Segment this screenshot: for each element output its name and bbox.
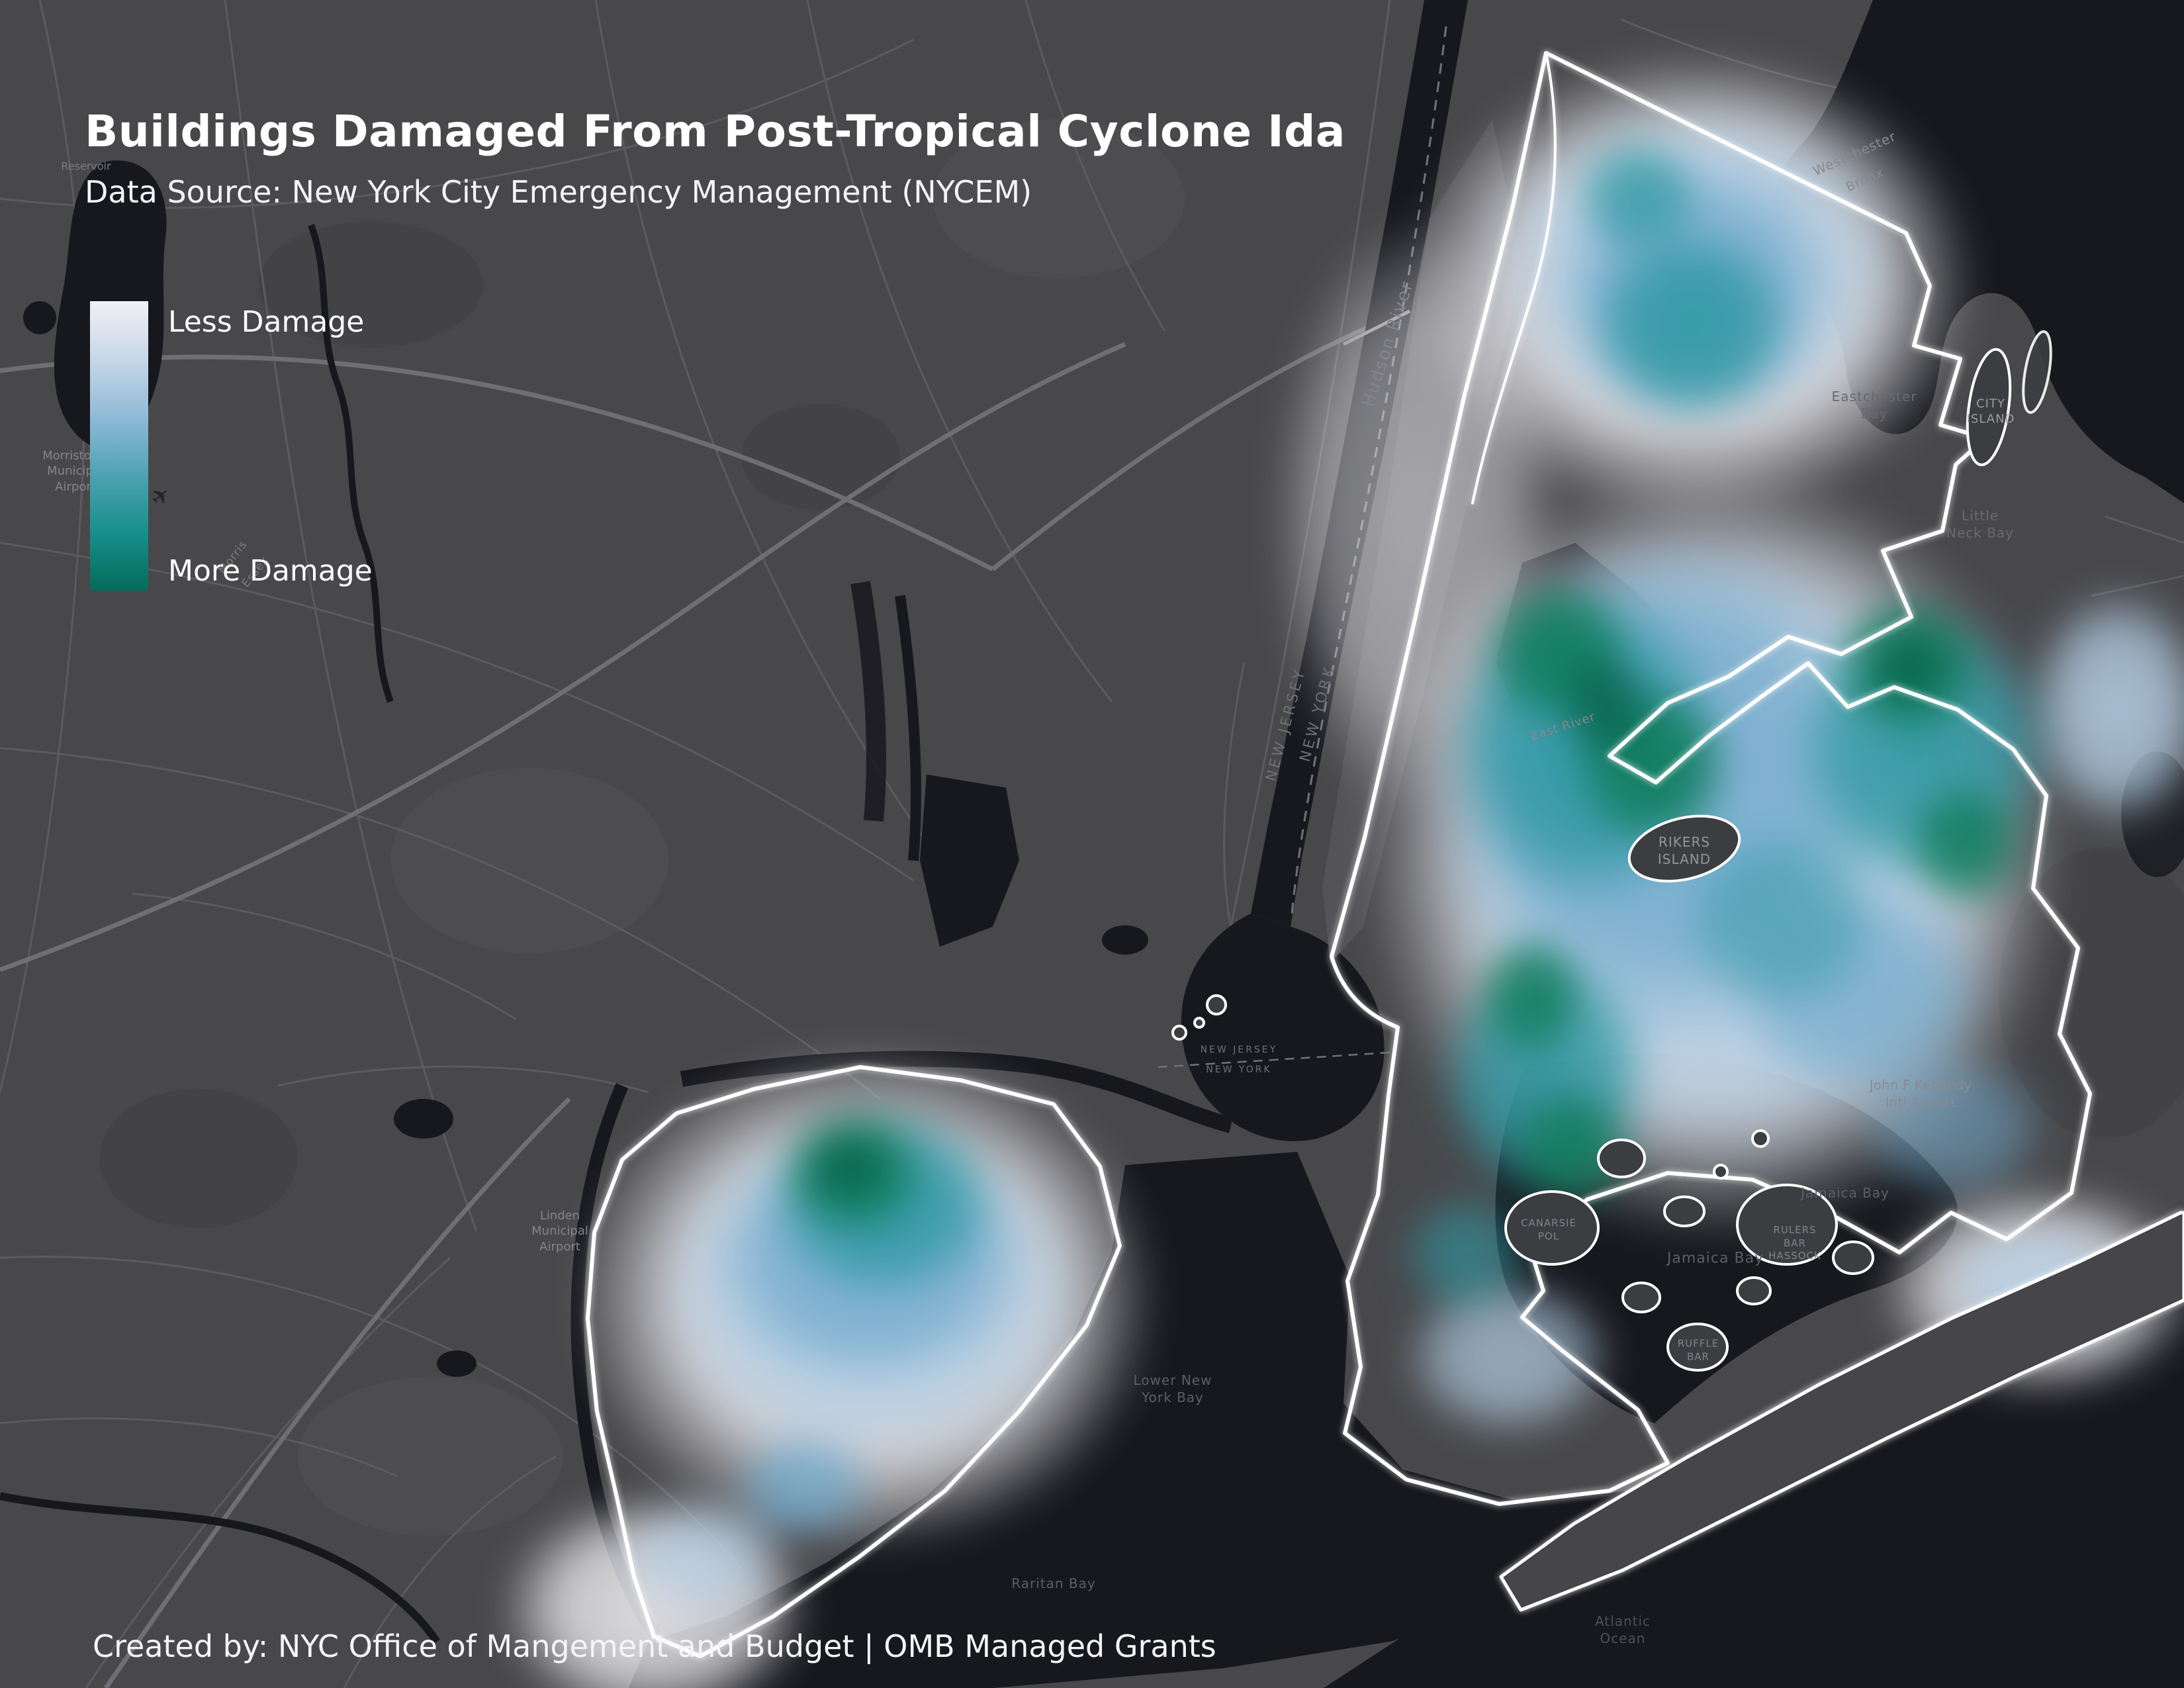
governors-island [1206,994,1227,1015]
heat-blob-teal [1393,520,1777,970]
heat-blob-teal [1377,1168,1555,1340]
heat-blob-darkgreen [1542,629,1668,781]
map-label: Raritan Bay [1011,1575,1096,1591]
heat-blob-green [1807,566,2012,765]
heat-blob-teal [1741,549,2105,947]
map-label: NEW YORK [1297,663,1339,764]
heat-blob-medblue [1820,1019,2085,1231]
outlined-islands [1171,330,2052,1372]
heat-blob-darkgreen [792,1117,905,1216]
map-label: CITY ISLAND [1966,397,2015,426]
heat-blob-medblue [1681,841,2038,1145]
heat-blob-teal [1641,788,1919,1053]
land-patches [99,119,2184,1536]
harlem-river-shore [1471,52,1557,504]
heat-blob-white [1218,106,1615,927]
map-label: Bronx [1843,165,1886,195]
heat-blob-teal [721,1066,1046,1337]
heat-blob-green [1489,1059,1655,1238]
data-source-subtitle: Data Source: New York City Emergency Man… [85,174,1032,210]
map-label: RULERS BAR HASSOCK [1768,1223,1821,1262]
ellis-island [1193,1017,1205,1029]
heat-blob-lightblue [1903,1198,2181,1370]
heat-blob-medblue [705,1410,903,1562]
map-label: Linden Municipal Airport [531,1208,588,1254]
state-line-south [1158,1051,1390,1068]
map-label: Jamaica Bay [1801,1185,1889,1201]
map-label: Jamaica Bay [1666,1250,1764,1267]
heat-blob-green [751,1082,956,1261]
map-label: RIKERS ISLAND [1657,834,1711,867]
manhattan-land [1322,119,1522,963]
heat-blob-lightblue [1363,1244,1655,1470]
page-title: Buildings Damaged From Post-Tropical Cyc… [85,106,1345,157]
heat-blob-medblue [1350,437,1985,1139]
rockaway-outline [1499,1211,2184,1612]
hart-island [2022,330,2052,414]
heat-blob-lightblue [1992,543,2184,874]
legend-gradient-bar [90,301,148,590]
heat-blob-green [1456,907,1608,1086]
map-label: East River [1529,710,1598,744]
heat-blob-lightblue [592,1470,817,1642]
map-label: Eastchester Bay [1831,389,1917,422]
heat-blob-lightblue [1413,33,1982,496]
heat-blob-teal [1549,113,1727,278]
map-label: NEW YORK [1206,1064,1272,1075]
map-label: Hudson River [1358,278,1418,410]
nyc-boundary [1330,51,2092,1506]
map-label: Little Neck Bay [1946,508,2015,541]
heat-blob-teal [1396,900,1694,1251]
heat-blob-darkgreen [1853,612,1966,725]
heat-blob-medblue [645,1079,1095,1436]
legend-more-label: More Damage [168,554,373,588]
heat-blob-white [470,953,1264,1642]
heat-blob-white [1238,324,2184,1383]
water-layer [23,0,2184,1688]
highways [0,308,1408,1688]
map-label: RUFFLE BAR [1677,1337,1719,1363]
heat-blob-white [1820,1145,2184,1436]
map-label: NEW JERSEY [1200,1044,1278,1055]
heat-blob-teal [1549,189,1833,460]
gwb-bridge [1342,309,1411,346]
rivers [0,224,2179,1644]
map-label: NEW JERSEY [1263,666,1310,784]
city-island [1966,348,2012,467]
attribution: Created by: NYC Office of Mangement and … [93,1628,1216,1664]
legend-less-label: Less Damage [168,305,365,339]
heat-blob-white [1310,0,2078,602]
staten-island-boundary [586,1065,1122,1658]
heat-blob-medblue [1496,106,1893,477]
map-label: Lower New York Bay [1133,1372,1212,1405]
map-label: Westchester [1810,128,1899,179]
heat-blob-lightblue [566,1043,1175,1532]
map-label: CANARSIE POL [1520,1217,1577,1243]
rikers-island [1627,814,1741,883]
heat-blob-green [1542,649,1760,880]
heat-blob-lightblue [1310,391,2131,1304]
heat-blob-green [1883,755,2048,933]
airplane-icon: ✈ [145,480,177,513]
map-label: John F Kennedy Intl Airport [1869,1077,1972,1110]
map-label: Atlantic Ocean [1594,1613,1651,1646]
header: Buildings Damaged From Post-Tropical Cyc… [85,106,1345,210]
heat-blob-green [1456,549,1661,755]
liberty-island [1171,1025,1187,1041]
